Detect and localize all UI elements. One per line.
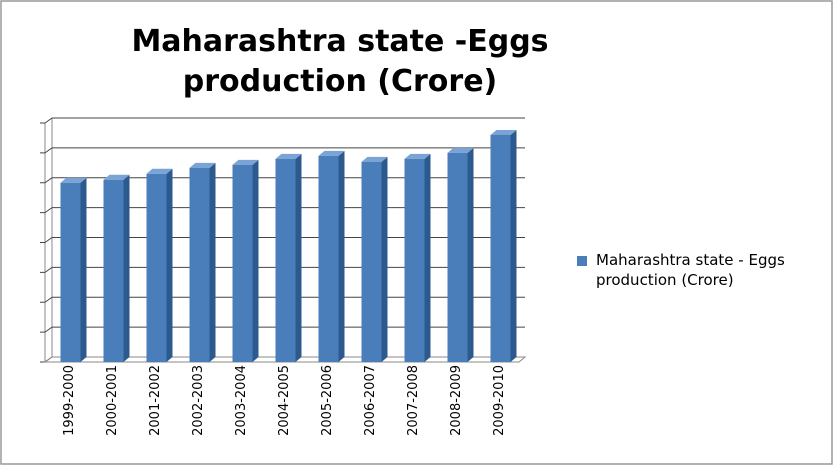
bar-side: [166, 168, 173, 362]
bar-top: [318, 150, 345, 156]
x-tick-label: 2001-2002: [148, 365, 163, 436]
x-tick-label: 2007-2008: [406, 365, 421, 436]
bar: [404, 153, 431, 362]
bar: [103, 174, 130, 362]
bar: [60, 177, 87, 362]
bar-front: [232, 164, 253, 362]
legend-swatch: [577, 256, 587, 266]
bar-front: [490, 134, 511, 362]
chart-title: Maharashtra state -Eggs production (Cror…: [131, 24, 549, 99]
bar: [146, 168, 173, 362]
bar-top: [189, 162, 216, 168]
bar-top: [103, 174, 130, 180]
bar-side: [252, 159, 259, 362]
bar-top: [275, 153, 302, 159]
bar-side: [209, 162, 216, 362]
x-tick-label: 2008-2009: [449, 365, 464, 436]
grid-line-side: [44, 147, 53, 154]
bar-top: [146, 168, 173, 174]
bar-top: [60, 177, 87, 183]
x-tick-label: 2000-2001: [105, 365, 120, 436]
bar: [361, 156, 388, 362]
bar-top: [361, 156, 388, 162]
floor: [43, 356, 527, 363]
bar-front: [318, 155, 339, 362]
bar-front: [103, 179, 124, 362]
bar-front: [447, 152, 468, 362]
bar-front: [404, 158, 425, 362]
bar-top: [490, 129, 517, 135]
x-tick-label: 2009-2010: [492, 365, 507, 436]
bar-side: [338, 150, 345, 362]
grid-line-side: [44, 237, 53, 243]
grid-line-side: [44, 266, 53, 273]
bar-side: [80, 177, 87, 362]
bar: [447, 147, 474, 362]
bar-front: [361, 161, 382, 362]
bar-top: [447, 147, 474, 153]
bar-side: [424, 153, 431, 362]
bar-top: [232, 159, 259, 165]
bar: [490, 129, 517, 362]
grid-line-side: [44, 207, 53, 214]
bar-side: [295, 153, 302, 362]
x-tick-label: 2005-2006: [320, 365, 335, 436]
grid-line-side: [44, 177, 53, 184]
bar-side: [467, 147, 474, 362]
x-tick-label: 2006-2007: [363, 365, 378, 436]
bar-front: [275, 158, 296, 362]
bar-front: [189, 167, 210, 362]
bar-front: [146, 173, 167, 362]
bar-side: [123, 174, 130, 362]
bar: [275, 153, 302, 362]
x-tick-label: 2004-2005: [277, 365, 292, 436]
bar-side: [381, 156, 388, 362]
grid-line-side: [44, 326, 53, 333]
x-tick-label: 2002-2003: [191, 365, 206, 436]
bar-top: [404, 153, 431, 159]
bar: [232, 159, 259, 362]
bar: [189, 162, 216, 362]
bar: [318, 150, 345, 362]
bar-front: [60, 182, 81, 362]
legend-label: Maharashtra state - Eggs production (Cro…: [596, 251, 785, 289]
grid-line-side: [44, 117, 53, 124]
x-tick-label: 2003-2004: [234, 365, 249, 436]
x-tick-label: 1999-2000: [62, 365, 77, 436]
bar-side: [510, 129, 517, 362]
grid-line-side: [44, 296, 53, 303]
